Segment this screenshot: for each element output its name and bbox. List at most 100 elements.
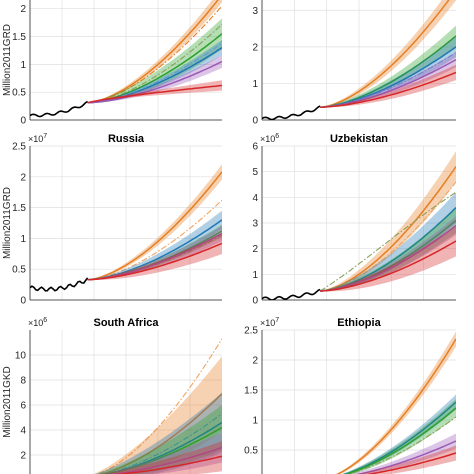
y-tick-label: 5 [252, 167, 258, 178]
panel-1: 0 0.5 1 1.5 2 Million2011GRD [2, 0, 222, 127]
series-band [320, 208, 456, 292]
historical-series-line [262, 105, 321, 120]
y-tick-label: 2 [20, 4, 26, 15]
plot-area [30, 164, 222, 292]
axis-exponent: ×107 [28, 133, 47, 144]
y-tick-label: 2.5 [12, 142, 26, 153]
axis-exponent-power: 7 [275, 317, 279, 324]
series-line [87, 23, 222, 104]
series-line [320, 166, 456, 292]
plot-area [336, 331, 456, 474]
y-tick-label: 0.5 [12, 265, 26, 276]
series-line [87, 171, 222, 281]
plot-area [262, 151, 456, 300]
y-tick-label: 1 [252, 416, 258, 427]
series-line [87, 60, 222, 104]
series-band [357, 445, 456, 474]
series-band [95, 392, 222, 474]
y-tick-label: 6 [252, 142, 258, 153]
axis-exponent-power: 6 [275, 133, 279, 140]
panel-4: 0 1 2 3 4 5 6×106 Uzbekistan [252, 133, 456, 307]
axis-exponent: ×107 [260, 317, 279, 328]
panel-2: 0 1 2 3 [252, 0, 456, 127]
y-tick-label: 4 [252, 193, 258, 204]
series-line [87, 199, 222, 281]
series-line [320, 225, 456, 292]
y-tick-label: 0 [252, 116, 258, 127]
series-line [320, 0, 450, 108]
series-band [320, 64, 456, 108]
y-tick-label: 0 [20, 116, 26, 127]
historical-series-line [262, 288, 321, 300]
series-band [320, 36, 456, 108]
y-tick-label: 2 [20, 172, 26, 183]
series-line [320, 181, 456, 292]
y-tick-label: 2.5 [244, 326, 258, 337]
series-line [96, 338, 222, 474]
series-line [320, 51, 456, 108]
series-line [108, 446, 222, 474]
series-line [320, 71, 456, 108]
y-tick-label: 0.5 [12, 88, 26, 99]
plot-area [30, 0, 222, 118]
y-tick-label: 0 [252, 296, 258, 307]
y-axis-label: Million2011GRD [2, 187, 13, 259]
panel-5: 2 4 6 8 10 ×106 South Africa Million2011GKD [2, 317, 222, 474]
panel-title: South Africa [94, 317, 160, 329]
series-line [101, 413, 222, 474]
y-axis-label: Million2011GRD [2, 24, 13, 96]
panel-3: 0 0.5 1 1.5 2 2.5×107 Russia Million2011GRD [2, 133, 222, 307]
series-line [320, 240, 456, 292]
y-tick-label: 1 [252, 79, 258, 90]
series-band [320, 52, 456, 108]
series-line [87, 84, 222, 104]
series-line [343, 401, 456, 474]
series-band [87, 225, 222, 280]
y-tick-label: 3 [252, 6, 258, 17]
y-tick-label: 8 [20, 376, 26, 387]
series-line [87, 242, 222, 281]
series-band [87, 55, 222, 103]
plot-area [262, 0, 456, 120]
axis-exponent-power: 6 [43, 317, 47, 324]
axis-exponent: ×106 [260, 133, 279, 144]
series-line [87, 0, 219, 104]
y-tick-label: 1.5 [12, 32, 26, 43]
series-band [87, 232, 222, 280]
series-line [319, 191, 456, 292]
series-line [113, 455, 222, 474]
y-tick-label: 1 [20, 234, 26, 245]
series-band [320, 225, 456, 292]
y-tick-label: 10 [15, 351, 27, 362]
series-band [87, 0, 222, 103]
y-tick-label: 3 [252, 219, 258, 230]
series-line [347, 416, 456, 474]
y-tick-label: 6 [20, 401, 26, 412]
y-tick-label: 2 [20, 451, 26, 462]
historical-series-line [30, 277, 89, 292]
series-line [87, 5, 222, 104]
series-line [365, 452, 456, 474]
series-line [87, 42, 222, 104]
y-tick-label: 1 [20, 60, 26, 71]
historical-series-line [30, 100, 89, 118]
series-line [356, 440, 456, 474]
panel-title: Uzbekistan [330, 133, 388, 145]
axis-exponent: ×106 [28, 317, 47, 328]
series-band [351, 433, 456, 474]
axis-exponent-power: 7 [43, 133, 47, 140]
y-tick-label: 2 [252, 244, 258, 255]
y-tick-label: 0.5 [244, 446, 258, 457]
panel-title: Russia [108, 133, 145, 145]
y-axis-label: Million2011GKD [2, 366, 13, 438]
y-tick-label: 2 [252, 42, 258, 53]
plot-area [93, 338, 222, 474]
series-band [320, 0, 456, 108]
y-tick-label: 0 [20, 296, 26, 307]
y-tick-label: 1 [252, 270, 258, 281]
series-line [344, 407, 456, 474]
y-tick-label: 1.5 [244, 386, 258, 397]
series-line [98, 393, 222, 474]
series-band [102, 441, 222, 474]
